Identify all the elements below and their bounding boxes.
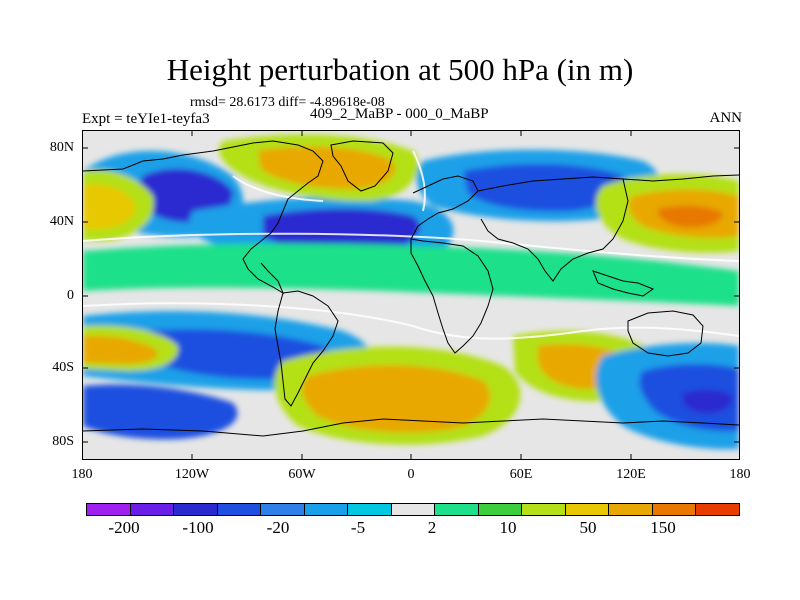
coastline-indonesia bbox=[592, 270, 655, 297]
contour-region-southern-ocean-high-west-core bbox=[83, 335, 159, 365]
colorbar-swatch bbox=[348, 504, 392, 515]
colorbar-label: -20 bbox=[266, 518, 290, 537]
colorbar-swatch bbox=[435, 504, 479, 515]
contour-region-antarctic-low-west bbox=[83, 384, 238, 440]
x-tick-60w: 60W bbox=[288, 467, 316, 482]
contour-region-south-pacific-low-peak bbox=[682, 389, 733, 414]
contour-region-south-atlantic-high-core bbox=[302, 365, 490, 433]
colorbar-label: -5 bbox=[350, 518, 366, 537]
contour-line-4 bbox=[412, 150, 426, 212]
coastline-asia bbox=[477, 174, 739, 282]
colorbar bbox=[86, 503, 740, 516]
contour-region-ne-pacific-high-core bbox=[83, 184, 136, 229]
colorbar-swatch bbox=[522, 504, 566, 515]
x-tick-180w: 180 bbox=[71, 467, 93, 482]
colorbar-label: 150 bbox=[650, 518, 676, 537]
colorbar-swatch bbox=[609, 504, 653, 515]
colorbar-swatch bbox=[217, 504, 262, 515]
colorbar-swatch bbox=[304, 504, 349, 515]
x-tick-120w: 120W bbox=[174, 467, 210, 482]
y-tick-80s: 80S bbox=[52, 434, 74, 449]
colorbar-swatch bbox=[391, 504, 436, 515]
colorbar-swatch bbox=[174, 504, 218, 515]
season-label: ANN bbox=[709, 110, 743, 126]
colorbar-swatch bbox=[565, 504, 610, 515]
coastline-greenland bbox=[330, 140, 394, 192]
x-tick-180e: 180 bbox=[729, 467, 751, 482]
coastline-europe bbox=[410, 175, 479, 240]
map-plot-area bbox=[82, 130, 740, 460]
x-tick-60e: 60E bbox=[509, 467, 533, 482]
colorbar-swatch bbox=[261, 504, 305, 515]
chart-title: Height perturbation at 500 hPa (in m) bbox=[166, 52, 634, 87]
contour-line-1 bbox=[83, 232, 739, 262]
y-tick-80n: 80N bbox=[49, 140, 74, 155]
colorbar-swatch bbox=[696, 504, 739, 515]
colorbar-swatch bbox=[130, 504, 175, 515]
contour-region-midlat-core bbox=[263, 208, 420, 253]
period-label: 409_2_MaBP - 000_0_MaBP bbox=[310, 106, 489, 122]
contour-region-eurasia-core bbox=[463, 164, 626, 212]
coastline-south-america bbox=[274, 290, 339, 407]
colorbar-label: 2 bbox=[427, 518, 437, 537]
coastline-antarctica bbox=[83, 418, 739, 437]
y-tick-0: 0 bbox=[67, 288, 74, 303]
contour-region-north-atlantic-high-core bbox=[258, 146, 395, 189]
coastline-australia bbox=[627, 310, 704, 357]
colorbar-swatch bbox=[478, 504, 523, 515]
contour-line-3 bbox=[232, 175, 324, 202]
y-tick-40n: 40N bbox=[49, 214, 74, 229]
colorbar-label: -100 bbox=[182, 518, 214, 537]
contour-region-nw-pacific-high-peak bbox=[657, 205, 723, 228]
x-tick-120e: 120E bbox=[616, 467, 646, 482]
contour-line-2 bbox=[83, 302, 739, 340]
contour-region-equatorial-band bbox=[83, 243, 739, 306]
colorbar-label: 10 bbox=[499, 518, 517, 537]
colorbar-swatch bbox=[87, 504, 131, 515]
colorbar-swatch bbox=[652, 504, 697, 515]
coastline-africa bbox=[410, 238, 494, 354]
coastline-north-america bbox=[83, 140, 324, 295]
colorbar-label: 50 bbox=[579, 518, 597, 537]
colorbar-label: -200 bbox=[108, 518, 140, 537]
y-tick-40s: 40S bbox=[52, 360, 74, 375]
rmsd-stats: rmsd= 28.6173 diff= -4.89618e-08 bbox=[190, 95, 385, 110]
contour-map bbox=[83, 131, 739, 459]
x-tick-0: 0 bbox=[407, 467, 415, 482]
experiment-label: Expt = teYIe1-teyfa3 bbox=[82, 111, 210, 127]
